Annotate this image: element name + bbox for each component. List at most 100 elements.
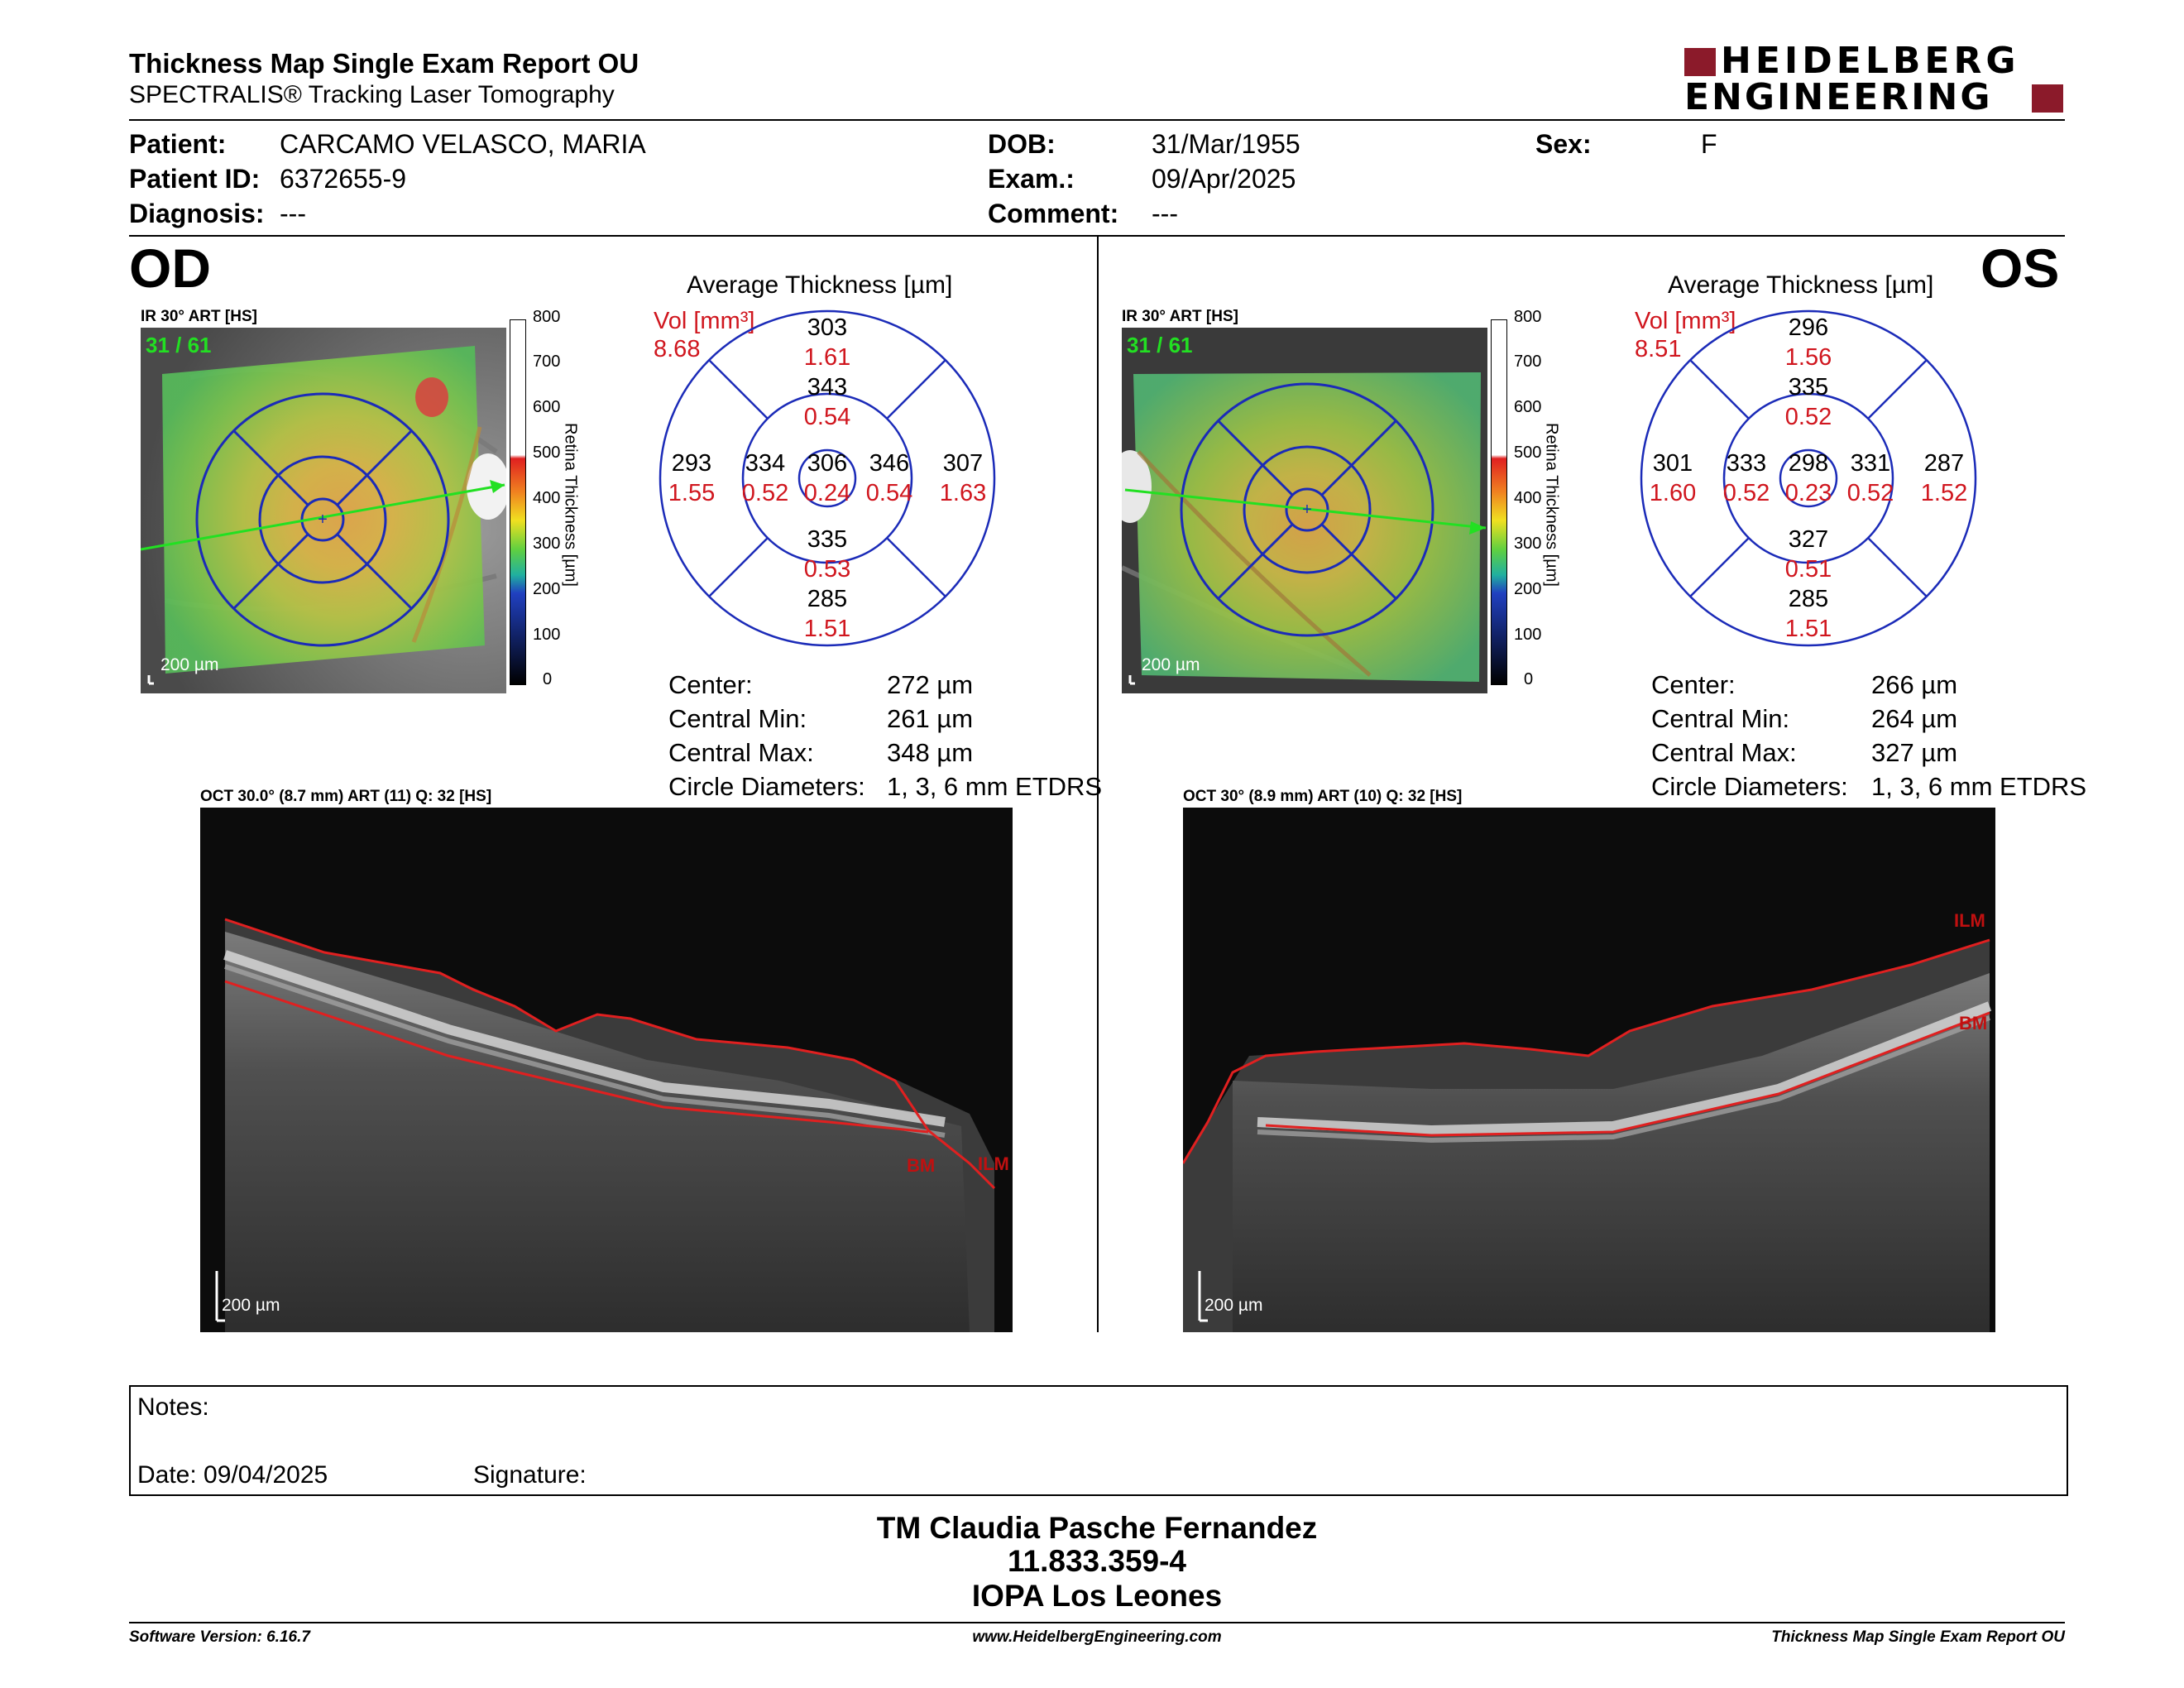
od-vol-label: Vol [mm³] (654, 308, 755, 334)
patient-id-value: 6372655-9 (280, 164, 407, 194)
os-vol-label: Vol [mm³] (1635, 308, 1736, 334)
os-outer-bottom-volume: 1.51 (1784, 616, 1832, 642)
logo-square-bottom (2032, 84, 2063, 113)
od-center-value: 272 µm (887, 670, 974, 699)
od-colorbar-title: Retina Thickness [µm] (561, 423, 580, 587)
od-max-value: 348 µm (887, 738, 974, 767)
logo-square-top (1684, 48, 1716, 76)
od-outer-left-volume: 1.55 (668, 480, 716, 506)
diagnosis-value: --- (280, 199, 306, 228)
od-outer-right-volume: 1.63 (939, 480, 987, 506)
os-vol-total: 8.51 (1635, 336, 1682, 362)
os-bm-tag: BM (1959, 1013, 1988, 1033)
od-oct-panel (200, 808, 1013, 1332)
od-etdrs-grid (659, 309, 996, 647)
od-inner-right-thickness: 346 (869, 450, 910, 477)
comment-label: Comment: (988, 199, 1119, 228)
od-fundus-image: + (141, 328, 506, 693)
od-outer-left-thickness: 293 (671, 450, 712, 477)
os-center-value: 266 µm (1871, 670, 1958, 699)
od-center-thickness: 306 (807, 450, 848, 477)
notes-box[interactable]: Notes: Date: 09/04/2025 Signature: (129, 1385, 2068, 1496)
os-diam-value: 1, 3, 6 mm ETDRS (1871, 772, 2087, 801)
patient-divider (129, 235, 2065, 237)
patient-value: CARCAMO VELASCO, MARIA (280, 129, 646, 159)
os-inner-top-thickness: 335 (1788, 374, 1829, 400)
os-diam-label: Circle Diameters: (1651, 772, 1848, 801)
os-oct-label: OCT 30° (8.9 mm) ART (10) Q: 32 [HS] (1183, 788, 1463, 805)
footer-url[interactable]: www.HeidelbergEngineering.com (972, 1628, 1222, 1646)
od-inner-left-volume: 0.52 (741, 480, 789, 506)
os-colorbar-title: Retina Thickness [µm] (1542, 423, 1561, 587)
os-outer-right-thickness: 287 (1923, 450, 1965, 477)
header-divider (129, 119, 2065, 121)
os-outer-top-thickness: 296 (1788, 314, 1829, 341)
os-ilm-tag: ILM (1954, 910, 1985, 931)
os-min-label: Central Min: (1651, 704, 1790, 733)
dob-value: 31/Mar/1955 (1152, 129, 1300, 159)
os-etdrs-grid (1640, 309, 1977, 647)
report-title: Thickness Map Single Exam Report OU (129, 48, 639, 79)
logo-line1: HEIDELBERG (1721, 40, 2020, 82)
od-inner-top-thickness: 343 (807, 374, 848, 400)
od-center-label: Center: (668, 670, 753, 699)
os-oct-bscan (1183, 938, 1992, 1332)
od-diam-value: 1, 3, 6 mm ETDRS (887, 772, 1103, 801)
os-ir-label: IR 30° ART [HS] (1122, 308, 1238, 325)
od-colorbar (510, 319, 526, 685)
os-outer-bottom-thickness: 285 (1788, 586, 1829, 612)
os-oct-scale: 200 µm (1205, 1296, 1263, 1315)
od-oct-scale: 200 µm (222, 1296, 280, 1315)
od-oct-bscan (215, 918, 996, 1332)
os-center-label: Center: (1651, 670, 1736, 699)
os-inner-top-volume: 0.52 (1784, 404, 1832, 430)
os-grid-values: 296 1.56 335 0.52 298 0.23 333 0.52 331 … (1638, 308, 1979, 649)
os-max-label: Central Max: (1651, 738, 1797, 767)
sex-label: Sex: (1535, 129, 1592, 159)
signoff-name: TM Claudia Pasche Fernandez (876, 1511, 1318, 1545)
od-inner-bottom-thickness: 335 (807, 526, 848, 553)
od-outer-bottom-volume: 1.51 (803, 616, 851, 642)
signoff-rut: 11.833.359-4 (1007, 1544, 1187, 1578)
sex-value: F (1701, 129, 1717, 159)
patient-label: Patient: (129, 129, 227, 159)
os-center-volume: 0.23 (1784, 480, 1832, 506)
report-subtitle: SPECTRALIS® Tracking Laser Tomography (129, 81, 615, 108)
os-outer-top-volume: 1.56 (1784, 344, 1832, 371)
od-min-value: 261 µm (887, 704, 974, 733)
os-inner-left-volume: 0.52 (1722, 480, 1770, 506)
os-outer-right-volume: 1.52 (1920, 480, 1968, 506)
notes-label: Notes: (137, 1393, 209, 1421)
os-inner-left-thickness: 333 (1726, 450, 1767, 477)
os-inner-bottom-thickness: 327 (1788, 526, 1829, 553)
od-outer-top-volume: 1.61 (803, 344, 851, 371)
od-outer-top-thickness: 303 (807, 314, 848, 341)
od-ir-label: IR 30° ART [HS] (141, 308, 257, 325)
logo-line2: ENGINEERING (1684, 76, 1993, 118)
os-center-thickness: 298 (1788, 450, 1829, 477)
od-inner-top-volume: 0.54 (803, 404, 851, 430)
od-inner-bottom-volume: 0.53 (803, 556, 851, 583)
os-inner-right-volume: 0.52 (1846, 480, 1894, 506)
dob-label: DOB: (988, 129, 1056, 159)
footer-version: Software Version: 6.16.7 (129, 1628, 310, 1646)
comment-value: --- (1152, 199, 1178, 228)
os-inner-bottom-volume: 0.51 (1784, 556, 1832, 583)
od-diam-label: Circle Diameters: (668, 772, 865, 801)
patient-id-label: Patient ID: (129, 164, 261, 194)
od-oct-label: OCT 30.0° (8.7 mm) ART (11) Q: 32 [HS] (200, 788, 492, 805)
os-eye-label: OS (1980, 237, 2060, 299)
os-fundus-panel: + (1122, 328, 1487, 693)
os-avg-title: Average Thickness [µm] (1668, 271, 1934, 299)
os-fundus-image: + (1122, 328, 1487, 693)
os-colorbar (1491, 319, 1507, 685)
od-inner-right-volume: 0.54 (865, 480, 913, 506)
heidelberg-logo: HEIDELBERG ENGINEERING (1684, 40, 2065, 118)
os-oct-panel (1183, 808, 1995, 1332)
od-frame-counter: 31 / 61 (146, 333, 212, 357)
od-outer-right-thickness: 307 (942, 450, 984, 477)
exam-label: Exam.: (988, 164, 1075, 194)
od-fundus-panel: + (141, 328, 506, 693)
footer-divider (129, 1622, 2065, 1623)
svg-text:+: + (1302, 501, 1312, 519)
